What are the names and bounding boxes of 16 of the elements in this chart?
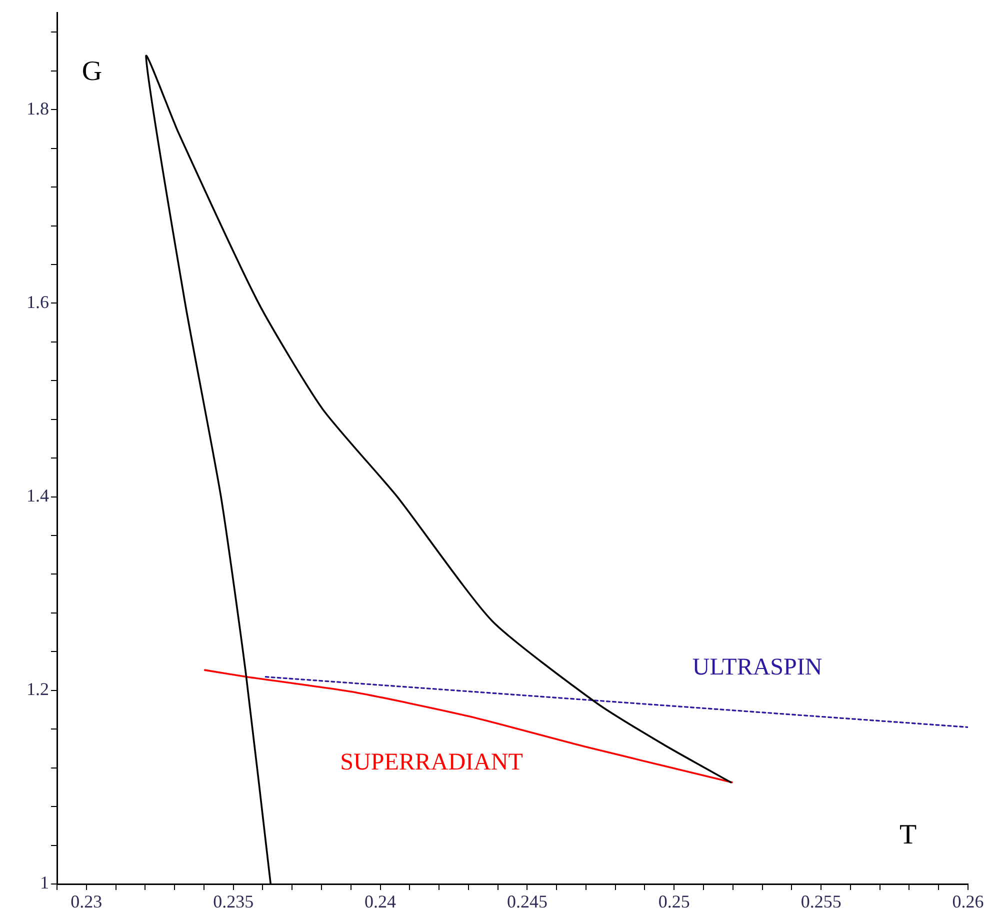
series-label: SUPERRADIANT	[340, 750, 524, 776]
y-tick-label: 1.2	[26, 679, 49, 700]
y-tick-label: 1.6	[26, 292, 49, 312]
x-tick-label: 0.24	[364, 892, 396, 912]
y-tick-label: 1.8	[26, 98, 49, 118]
x-axis-title: T	[899, 819, 917, 850]
x-tick-label: 0.23	[70, 892, 102, 912]
x-tick-label: 0.255	[800, 892, 842, 912]
y-tick-label: 1.4	[26, 486, 49, 506]
x-tick-label: 0.245	[506, 892, 548, 912]
y-tick-label: 1	[40, 872, 49, 893]
x-tick-label: 0.26	[952, 892, 984, 912]
x-tick-label: 0.25	[658, 892, 690, 912]
y-axis-title: G	[82, 56, 102, 88]
x-tick-label: 0.235	[213, 892, 254, 912]
series-label: ULTRASPIN	[692, 654, 822, 680]
